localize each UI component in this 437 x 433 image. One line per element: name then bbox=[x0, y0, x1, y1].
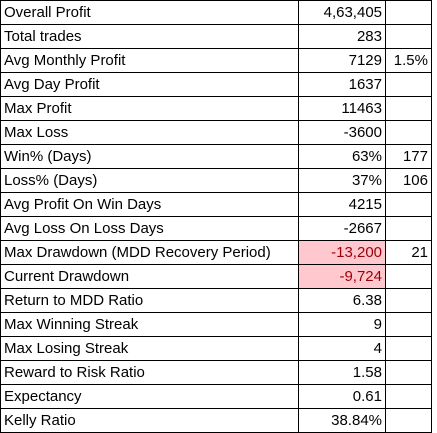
row-value[interactable]: -9,724 bbox=[298, 264, 386, 289]
row-value[interactable]: 1.58 bbox=[298, 360, 386, 385]
table-row: Max Winning Streak 9 bbox=[0, 312, 432, 337]
row-value[interactable]: 63% bbox=[298, 144, 386, 169]
row-label[interactable]: Loss% (Days) bbox=[0, 168, 299, 193]
row-value[interactable]: 38.84% bbox=[298, 408, 386, 433]
table-row: Max Profit 11463 bbox=[0, 96, 432, 121]
row-extra[interactable]: 1.5% bbox=[385, 48, 432, 73]
row-value[interactable]: 0.61 bbox=[298, 384, 386, 409]
row-extra[interactable] bbox=[385, 24, 432, 49]
row-value[interactable]: -3600 bbox=[298, 120, 386, 145]
table-row: Return to MDD Ratio 6.38 bbox=[0, 288, 432, 313]
row-label[interactable]: Max Winning Streak bbox=[0, 312, 299, 337]
table-row: Avg Profit On Win Days 4215 bbox=[0, 192, 432, 217]
row-extra[interactable] bbox=[385, 360, 432, 385]
row-label[interactable]: Kelly Ratio bbox=[0, 408, 299, 433]
row-extra[interactable] bbox=[385, 384, 432, 409]
row-value[interactable]: 4 bbox=[298, 336, 386, 361]
table-row: Overall Profit 4,63,405 bbox=[0, 0, 432, 25]
row-label[interactable]: Max Drawdown (MDD Recovery Period) bbox=[0, 240, 299, 265]
row-extra[interactable] bbox=[385, 288, 432, 313]
row-extra[interactable] bbox=[385, 0, 432, 25]
row-extra[interactable] bbox=[385, 264, 432, 289]
row-extra[interactable] bbox=[385, 192, 432, 217]
table-row: Avg Monthly Profit 7129 1.5% bbox=[0, 48, 432, 73]
row-label[interactable]: Avg Profit On Win Days bbox=[0, 192, 299, 217]
row-value[interactable]: -2667 bbox=[298, 216, 386, 241]
row-value[interactable]: 6.38 bbox=[298, 288, 386, 313]
table-row: Current Drawdown -9,724 bbox=[0, 264, 432, 289]
row-label[interactable]: Expectancy bbox=[0, 384, 299, 409]
row-label[interactable]: Current Drawdown bbox=[0, 264, 299, 289]
row-label[interactable]: Avg Monthly Profit bbox=[0, 48, 299, 73]
row-value[interactable]: 37% bbox=[298, 168, 386, 193]
table-row: Reward to Risk Ratio 1.58 bbox=[0, 360, 432, 385]
table-row: Avg Day Profit 1637 bbox=[0, 72, 432, 97]
table-row: Max Drawdown (MDD Recovery Period) -13,2… bbox=[0, 240, 432, 265]
row-extra[interactable] bbox=[385, 216, 432, 241]
table-row: Total trades 283 bbox=[0, 24, 432, 49]
row-value[interactable]: 283 bbox=[298, 24, 386, 49]
row-extra[interactable] bbox=[385, 96, 432, 121]
row-extra[interactable] bbox=[385, 72, 432, 97]
row-label[interactable]: Avg Loss On Loss Days bbox=[0, 216, 299, 241]
row-label[interactable]: Reward to Risk Ratio bbox=[0, 360, 299, 385]
table-row: Expectancy 0.61 bbox=[0, 384, 432, 409]
row-label[interactable]: Max Profit bbox=[0, 96, 299, 121]
row-label[interactable]: Overall Profit bbox=[0, 0, 299, 25]
table-row: Max Losing Streak 4 bbox=[0, 336, 432, 361]
row-value[interactable]: 11463 bbox=[298, 96, 386, 121]
row-label[interactable]: Max Loss bbox=[0, 120, 299, 145]
row-label[interactable]: Avg Day Profit bbox=[0, 72, 299, 97]
table-row: Max Loss -3600 bbox=[0, 120, 432, 145]
row-value[interactable]: 1637 bbox=[298, 72, 386, 97]
table-row: Kelly Ratio 38.84% bbox=[0, 408, 432, 433]
row-extra[interactable] bbox=[385, 408, 432, 433]
row-extra[interactable]: 21 bbox=[385, 240, 432, 265]
row-value[interactable]: -13,200 bbox=[298, 240, 386, 265]
table-row: Avg Loss On Loss Days -2667 bbox=[0, 216, 432, 241]
table-row: Loss% (Days) 37% 106 bbox=[0, 168, 432, 193]
row-extra[interactable] bbox=[385, 120, 432, 145]
row-label[interactable]: Total trades bbox=[0, 24, 299, 49]
row-extra[interactable] bbox=[385, 336, 432, 361]
row-extra[interactable]: 177 bbox=[385, 144, 432, 169]
row-value[interactable]: 4215 bbox=[298, 192, 386, 217]
row-extra[interactable] bbox=[385, 312, 432, 337]
row-value[interactable]: 7129 bbox=[298, 48, 386, 73]
row-label[interactable]: Win% (Days) bbox=[0, 144, 299, 169]
row-label[interactable]: Max Losing Streak bbox=[0, 336, 299, 361]
row-value[interactable]: 4,63,405 bbox=[298, 0, 386, 25]
table-row: Win% (Days) 63% 177 bbox=[0, 144, 432, 169]
row-value[interactable]: 9 bbox=[298, 312, 386, 337]
row-label[interactable]: Return to MDD Ratio bbox=[0, 288, 299, 313]
row-extra[interactable]: 106 bbox=[385, 168, 432, 193]
